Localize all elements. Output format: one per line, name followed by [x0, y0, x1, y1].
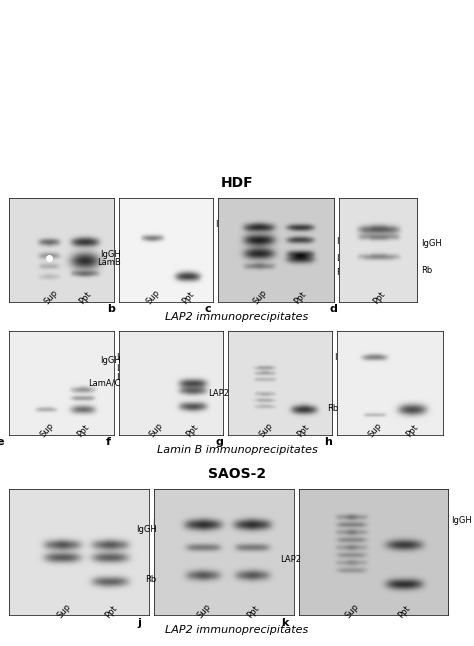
Text: LAP2: LAP2 [281, 555, 301, 564]
Text: LAP2: LAP2 [209, 389, 229, 398]
Text: LamB: LamB [97, 258, 120, 267]
Text: Lamin B immunoprecipitates: Lamin B immunoprecipitates [156, 444, 318, 455]
Text: f: f [106, 437, 111, 447]
Text: IgGH: IgGH [421, 239, 442, 248]
Text: IgGH: IgGH [136, 525, 157, 534]
Text: Ppt: Ppt [404, 422, 420, 439]
Text: LamB: LamB [116, 364, 140, 373]
Text: Rb: Rb [337, 268, 348, 277]
Text: Sup: Sup [39, 421, 56, 439]
Text: Sup: Sup [344, 602, 361, 620]
Text: Ppt: Ppt [103, 604, 119, 620]
Text: Ppt: Ppt [78, 289, 93, 306]
Text: Sup: Sup [252, 287, 269, 306]
Text: Rb: Rb [146, 575, 157, 584]
Text: IgGH: IgGH [116, 353, 137, 362]
Text: h: h [324, 437, 332, 447]
Text: LamA/C: LamA/C [88, 379, 120, 388]
Text: Sup: Sup [196, 602, 213, 620]
Text: Ppt: Ppt [184, 422, 201, 439]
Text: IgGH: IgGH [451, 516, 472, 525]
Text: IgGH: IgGH [215, 220, 236, 229]
Text: j: j [137, 618, 141, 627]
Text: Sup: Sup [42, 287, 59, 306]
Text: SAOS-2: SAOS-2 [208, 467, 266, 481]
Text: Ppt: Ppt [75, 422, 91, 439]
Text: e: e [0, 437, 4, 447]
Text: HDF: HDF [221, 176, 253, 191]
Text: IgGH: IgGH [100, 249, 120, 258]
Text: Ppt: Ppt [292, 289, 308, 306]
Text: IgGH: IgGH [334, 353, 355, 362]
Text: Sup: Sup [148, 421, 165, 439]
Text: IgGH: IgGH [337, 237, 357, 246]
Text: Sup: Sup [56, 602, 73, 620]
Text: c: c [204, 304, 211, 314]
Text: g: g [215, 437, 223, 447]
Text: Sup: Sup [145, 287, 162, 306]
Text: Rb: Rb [328, 404, 338, 413]
Text: Sup: Sup [367, 421, 384, 439]
Text: LAP2 immunoprecipitates: LAP2 immunoprecipitates [165, 311, 309, 322]
Text: Ppt: Ppt [396, 604, 412, 620]
Text: Ppt: Ppt [296, 422, 311, 439]
Text: LamA/C: LamA/C [337, 254, 369, 263]
Text: LamA/C: LamA/C [116, 372, 148, 381]
Text: Sup: Sup [257, 421, 274, 439]
Text: Ppt: Ppt [180, 289, 196, 306]
Text: LAP2 immunoprecipitates: LAP2 immunoprecipitates [165, 625, 309, 635]
Text: IgGH: IgGH [100, 356, 120, 365]
Text: d: d [329, 304, 337, 314]
Text: Rb: Rb [421, 266, 432, 275]
Text: IgGH: IgGH [152, 519, 173, 528]
Text: Ppt: Ppt [371, 289, 387, 306]
Text: b: b [107, 304, 115, 314]
Text: Ppt: Ppt [245, 604, 261, 620]
Text: k: k [281, 618, 288, 627]
